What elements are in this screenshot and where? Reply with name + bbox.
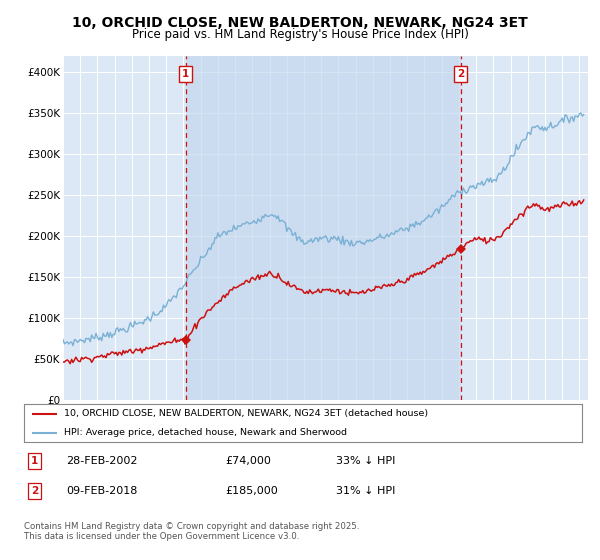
- Bar: [185, 56, 461, 400]
- Text: 1: 1: [182, 69, 189, 79]
- Text: Price paid vs. HM Land Registry's House Price Index (HPI): Price paid vs. HM Land Registry's House …: [131, 28, 469, 41]
- Text: 09-FEB-2018: 09-FEB-2018: [66, 486, 137, 496]
- Text: £74,000: £74,000: [225, 456, 271, 466]
- Text: 28-FEB-2002: 28-FEB-2002: [66, 456, 137, 466]
- Text: 2: 2: [31, 486, 38, 496]
- Text: HPI: Average price, detached house, Newark and Sherwood: HPI: Average price, detached house, Newa…: [64, 428, 347, 437]
- Text: 1: 1: [31, 456, 38, 466]
- Text: 31% ↓ HPI: 31% ↓ HPI: [337, 486, 396, 496]
- Text: 10, ORCHID CLOSE, NEW BALDERTON, NEWARK, NG24 3ET: 10, ORCHID CLOSE, NEW BALDERTON, NEWARK,…: [72, 16, 528, 30]
- Text: Contains HM Land Registry data © Crown copyright and database right 2025.
This d: Contains HM Land Registry data © Crown c…: [24, 522, 359, 542]
- Text: £185,000: £185,000: [225, 486, 278, 496]
- Text: 10, ORCHID CLOSE, NEW BALDERTON, NEWARK, NG24 3ET (detached house): 10, ORCHID CLOSE, NEW BALDERTON, NEWARK,…: [64, 409, 428, 418]
- Text: 33% ↓ HPI: 33% ↓ HPI: [337, 456, 396, 466]
- Text: 2: 2: [457, 69, 464, 79]
